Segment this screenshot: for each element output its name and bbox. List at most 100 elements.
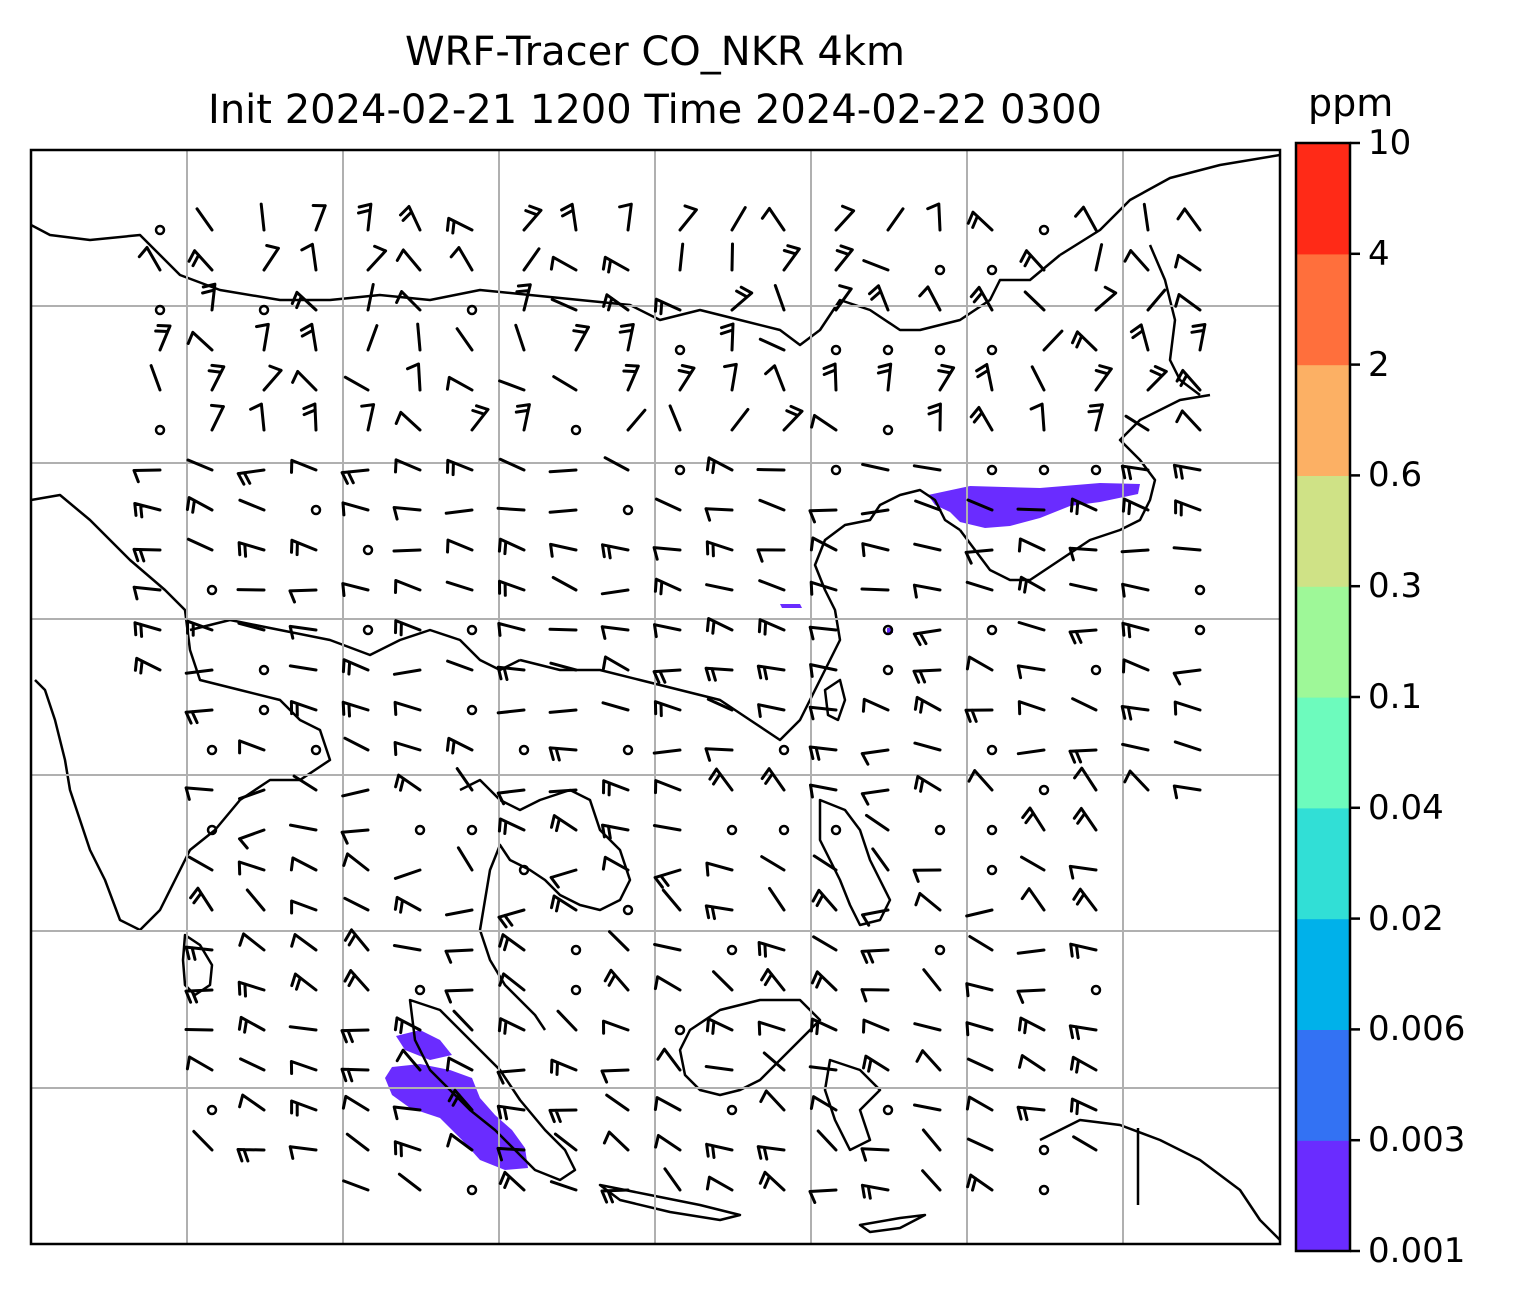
- tracer-plume-korea: [928, 483, 1140, 528]
- wind-barb: [238, 828, 266, 850]
- calm-wind-marker: [414, 824, 426, 836]
- wind-barb: [446, 1133, 474, 1152]
- colorbar-tick-label: 0.02: [1368, 898, 1444, 939]
- colorbar-tick-label: 10: [1368, 123, 1412, 163]
- calm-wind-marker: [934, 344, 946, 356]
- wind-barb: [602, 779, 630, 797]
- wind-barb: [289, 823, 318, 832]
- wind-barb: [288, 664, 318, 672]
- wind-barb: [262, 244, 280, 272]
- wind-barb: [210, 403, 225, 432]
- wind-barb: [133, 621, 162, 638]
- wind-barb: [149, 364, 162, 392]
- wind-barb: [1018, 1054, 1046, 1072]
- calm-wind-marker: [518, 864, 530, 876]
- calm-wind-marker: [674, 344, 686, 356]
- wind-barb: [1069, 1055, 1098, 1074]
- wind-barb: [601, 543, 630, 560]
- wind-barb: [757, 703, 786, 718]
- wind-barb: [498, 1170, 526, 1192]
- tracer-plume-small-1: [780, 604, 802, 608]
- wind-barb: [913, 1022, 942, 1032]
- wind-barb: [392, 668, 422, 676]
- wind-barb: [1017, 537, 1046, 553]
- wind-barb: [184, 1028, 214, 1032]
- wind-barb: [704, 507, 734, 522]
- wind-barb: [366, 283, 375, 312]
- colorbar-segment: [1296, 697, 1350, 809]
- wind-barb: [186, 537, 214, 552]
- wind-barb: [290, 538, 318, 557]
- wind-barb: [497, 537, 526, 556]
- wind-barb: [1068, 1024, 1098, 1041]
- wind-barb: [809, 1095, 838, 1112]
- wind-barb: [496, 1068, 526, 1085]
- wind-barb: [237, 541, 266, 558]
- wind-barb: [207, 363, 226, 392]
- colorbar-segment: [1296, 475, 1350, 587]
- wind-barb: [654, 779, 682, 795]
- wind-barb: [548, 468, 578, 474]
- wind-barb: [730, 285, 754, 312]
- wind-barb: [1146, 288, 1167, 312]
- wind-barb: [809, 580, 838, 596]
- calm-wind-marker: [986, 264, 998, 276]
- wind-barb: [445, 736, 474, 755]
- calm-wind-marker: [986, 824, 998, 836]
- wind-barb: [360, 403, 376, 432]
- wind-barb: [1016, 507, 1046, 512]
- wind-barb: [394, 619, 422, 637]
- colorbar-tick-label: 0.1: [1368, 677, 1423, 717]
- wind-barb: [1068, 546, 1098, 562]
- calm-wind-marker: [154, 304, 166, 316]
- wind-barb: [600, 625, 630, 640]
- wind-barb: [912, 868, 942, 883]
- wind-barb: [394, 579, 422, 594]
- calm-wind-marker: [1038, 1184, 1050, 1196]
- wind-barb: [366, 244, 388, 272]
- wind-barb: [289, 1060, 318, 1075]
- wind-barb: [809, 1017, 838, 1036]
- wind-barb: [397, 1172, 422, 1192]
- wind-barb: [288, 624, 318, 640]
- wind-barb: [927, 402, 942, 432]
- wind-barb: [705, 1017, 734, 1035]
- wind-barb: [289, 700, 318, 718]
- wind-barb: [921, 1169, 942, 1192]
- wind-barb: [237, 980, 266, 998]
- wind-barb: [602, 1130, 630, 1152]
- calm-wind-marker: [258, 664, 270, 676]
- wind-barb: [1074, 205, 1098, 232]
- wind-barb: [341, 658, 370, 676]
- wind-barb: [445, 1056, 474, 1072]
- wind-barb: [861, 697, 890, 713]
- wind-barb: [186, 458, 214, 472]
- wind-barb: [357, 202, 373, 232]
- wind-barb: [719, 322, 735, 352]
- wind-barb: [292, 774, 318, 792]
- coastline-philippines: [818, 798, 892, 927]
- wind-barb: [922, 968, 942, 992]
- gridline-layer: [31, 150, 1280, 1244]
- wind-barb: [965, 1095, 994, 1112]
- colorbar-tick-label: 0.6: [1368, 455, 1423, 496]
- coastline-taiwan: [823, 678, 847, 722]
- wind-barb: [705, 583, 734, 592]
- wind-barb: [861, 462, 890, 472]
- wind-barb: [678, 204, 698, 232]
- wind-barb: [1073, 766, 1098, 792]
- calm-wind-marker: [466, 704, 478, 716]
- wind-barb: [548, 1108, 578, 1124]
- wind-barb: [969, 285, 994, 312]
- wind-barb: [548, 788, 578, 794]
- wind-barb: [456, 846, 474, 872]
- calm-wind-marker: [1038, 784, 1050, 796]
- wind-barb: [340, 468, 370, 485]
- wind-barb: [1016, 1105, 1046, 1122]
- wind-barb: [654, 1134, 682, 1152]
- wind-barb: [341, 788, 370, 798]
- wind-barb: [392, 944, 422, 952]
- map-title-line1: WRF-Tracer CO_NKR 4km: [404, 29, 906, 75]
- wind-barb: [496, 788, 526, 806]
- calm-wind-marker: [882, 664, 894, 676]
